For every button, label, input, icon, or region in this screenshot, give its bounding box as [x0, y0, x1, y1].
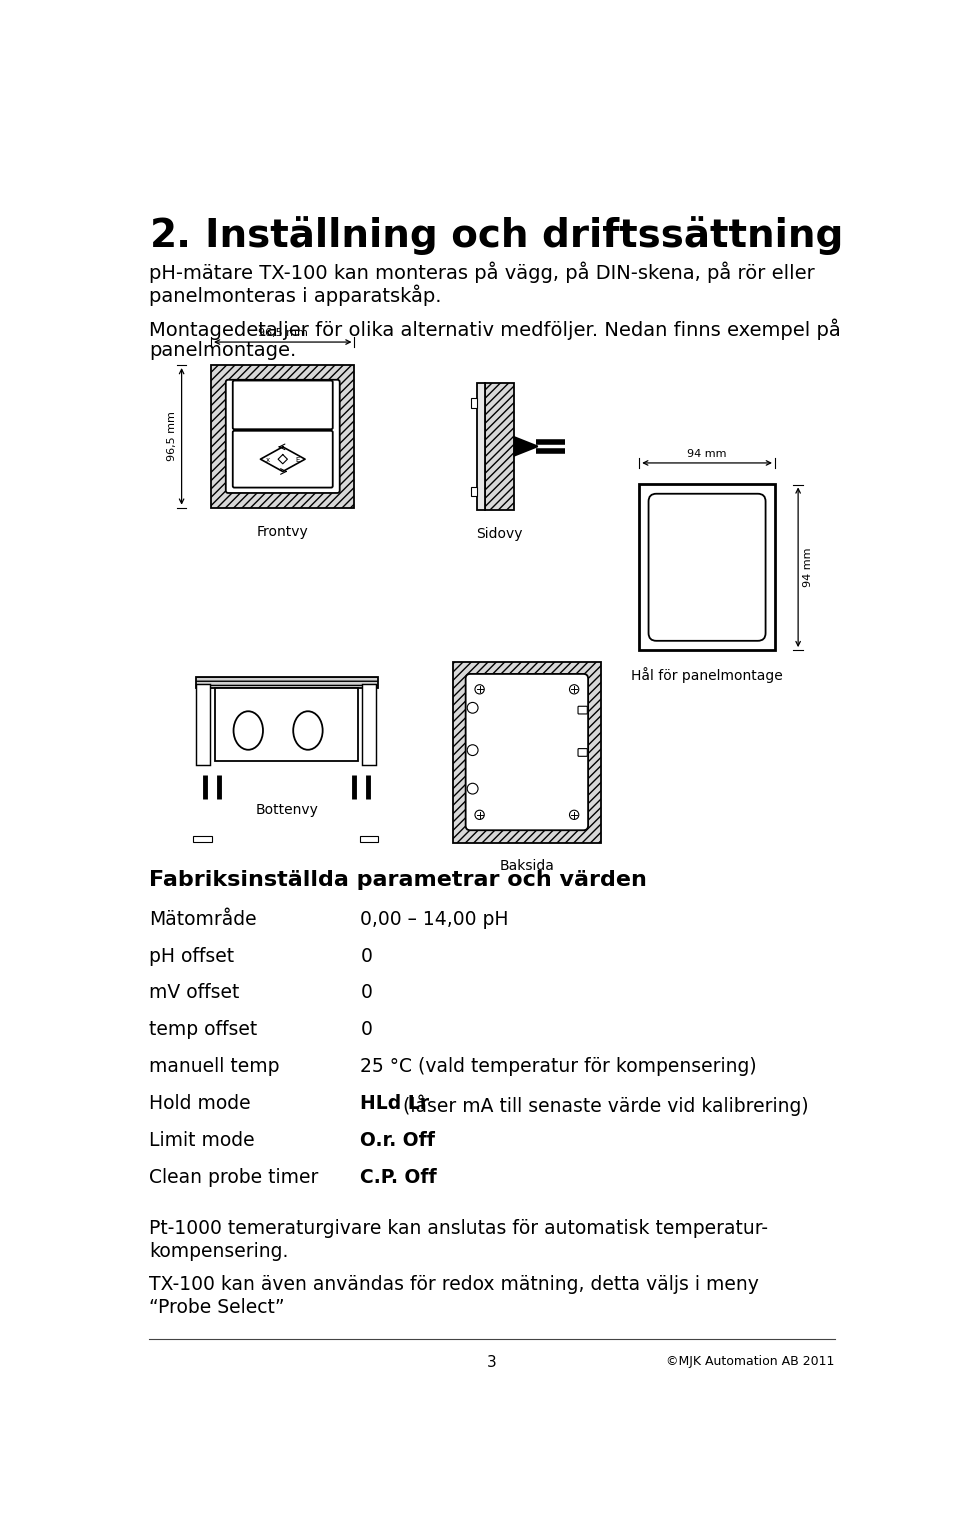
- Circle shape: [475, 685, 484, 694]
- Text: x: x: [266, 457, 270, 464]
- Text: Bottenvy: Bottenvy: [255, 803, 318, 817]
- Circle shape: [569, 685, 579, 694]
- Text: 94 mm: 94 mm: [803, 548, 813, 586]
- Text: Montagedetaljer för olika alternativ medföljer. Nedan finns exempel på: Montagedetaljer för olika alternativ med…: [150, 318, 841, 339]
- Bar: [362, 685, 376, 764]
- FancyBboxPatch shape: [578, 749, 588, 757]
- Text: 96,5 mm: 96,5 mm: [167, 411, 177, 462]
- Bar: [193, 835, 212, 841]
- Text: manuell temp: manuell temp: [150, 1058, 280, 1076]
- Text: Limit mode: Limit mode: [150, 1131, 255, 1150]
- Text: 25 °C (vald temperatur för kompensering): 25 °C (vald temperatur för kompensering): [360, 1058, 756, 1076]
- FancyBboxPatch shape: [232, 381, 333, 430]
- Bar: [211, 365, 354, 508]
- FancyBboxPatch shape: [649, 494, 765, 640]
- Text: “Probe Select”: “Probe Select”: [150, 1297, 285, 1317]
- Text: 96,5 mm: 96,5 mm: [258, 328, 308, 338]
- Bar: [215, 688, 358, 761]
- Text: (låser mA till senaste värde vid kalibrering): (låser mA till senaste värde vid kalibre…: [396, 1094, 808, 1116]
- Circle shape: [569, 810, 579, 820]
- Text: mV offset: mV offset: [150, 984, 240, 1002]
- Text: Mätområde: Mätområde: [150, 910, 257, 929]
- Text: O.r. Off: O.r. Off: [360, 1131, 435, 1150]
- Text: 0: 0: [360, 984, 372, 1002]
- Text: TX-100 kan även användas för redox mätning, detta väljs i meny: TX-100 kan även användas för redox mätni…: [150, 1274, 759, 1294]
- Text: 2.: 2.: [150, 216, 191, 255]
- FancyBboxPatch shape: [232, 431, 333, 488]
- FancyBboxPatch shape: [466, 674, 588, 830]
- Text: Fabriksinställda parametrar och värden: Fabriksinställda parametrar och värden: [150, 869, 647, 889]
- FancyBboxPatch shape: [578, 706, 588, 714]
- FancyBboxPatch shape: [226, 379, 340, 493]
- Text: Hål för panelmontage: Hål för panelmontage: [631, 668, 783, 683]
- Polygon shape: [515, 437, 538, 456]
- Bar: [360, 835, 378, 841]
- Text: 0: 0: [360, 947, 372, 966]
- Bar: [471, 487, 477, 496]
- Bar: [453, 662, 601, 843]
- Text: Pt-1000 temeraturgivare kan anslutas för automatisk temperatur-: Pt-1000 temeraturgivare kan anslutas för…: [150, 1219, 768, 1239]
- Text: Sidovy: Sidovy: [476, 527, 523, 540]
- Text: kompensering.: kompensering.: [150, 1242, 289, 1262]
- Text: panelmonteras i apparatskåp.: panelmonteras i apparatskåp.: [150, 284, 442, 305]
- Text: panelmontage.: panelmontage.: [150, 341, 297, 361]
- Text: E: E: [296, 457, 300, 464]
- Bar: [196, 685, 209, 764]
- Text: Inställning och driftssättning: Inställning och driftssättning: [205, 216, 844, 255]
- Text: pH-mätare TX-100 kan monteras på vägg, på DIN-skena, på rör eller: pH-mätare TX-100 kan monteras på vägg, p…: [150, 261, 815, 282]
- Circle shape: [468, 783, 478, 794]
- Text: pH offset: pH offset: [150, 947, 234, 966]
- Text: C.P. Off: C.P. Off: [360, 1168, 437, 1187]
- Text: Clean probe timer: Clean probe timer: [150, 1168, 319, 1187]
- Bar: [639, 485, 775, 649]
- Bar: [485, 382, 515, 510]
- Text: Baksida: Baksida: [499, 860, 554, 873]
- Circle shape: [468, 703, 478, 714]
- Text: Hold mode: Hold mode: [150, 1094, 252, 1113]
- Ellipse shape: [293, 711, 323, 749]
- Bar: [471, 398, 477, 407]
- Circle shape: [475, 810, 484, 820]
- Bar: [477, 382, 485, 510]
- Text: ©MJK Automation AB 2011: ©MJK Automation AB 2011: [666, 1354, 834, 1368]
- Circle shape: [468, 744, 478, 755]
- Text: 94 mm: 94 mm: [687, 450, 727, 459]
- Bar: [196, 677, 377, 688]
- Ellipse shape: [233, 711, 263, 749]
- Text: 0: 0: [360, 1021, 372, 1039]
- Text: Frontvy: Frontvy: [257, 525, 308, 539]
- Text: 3: 3: [487, 1354, 497, 1369]
- Text: HLd Lr: HLd Lr: [360, 1094, 429, 1113]
- Text: temp offset: temp offset: [150, 1021, 257, 1039]
- Text: 0,00 – 14,00 pH: 0,00 – 14,00 pH: [360, 910, 509, 929]
